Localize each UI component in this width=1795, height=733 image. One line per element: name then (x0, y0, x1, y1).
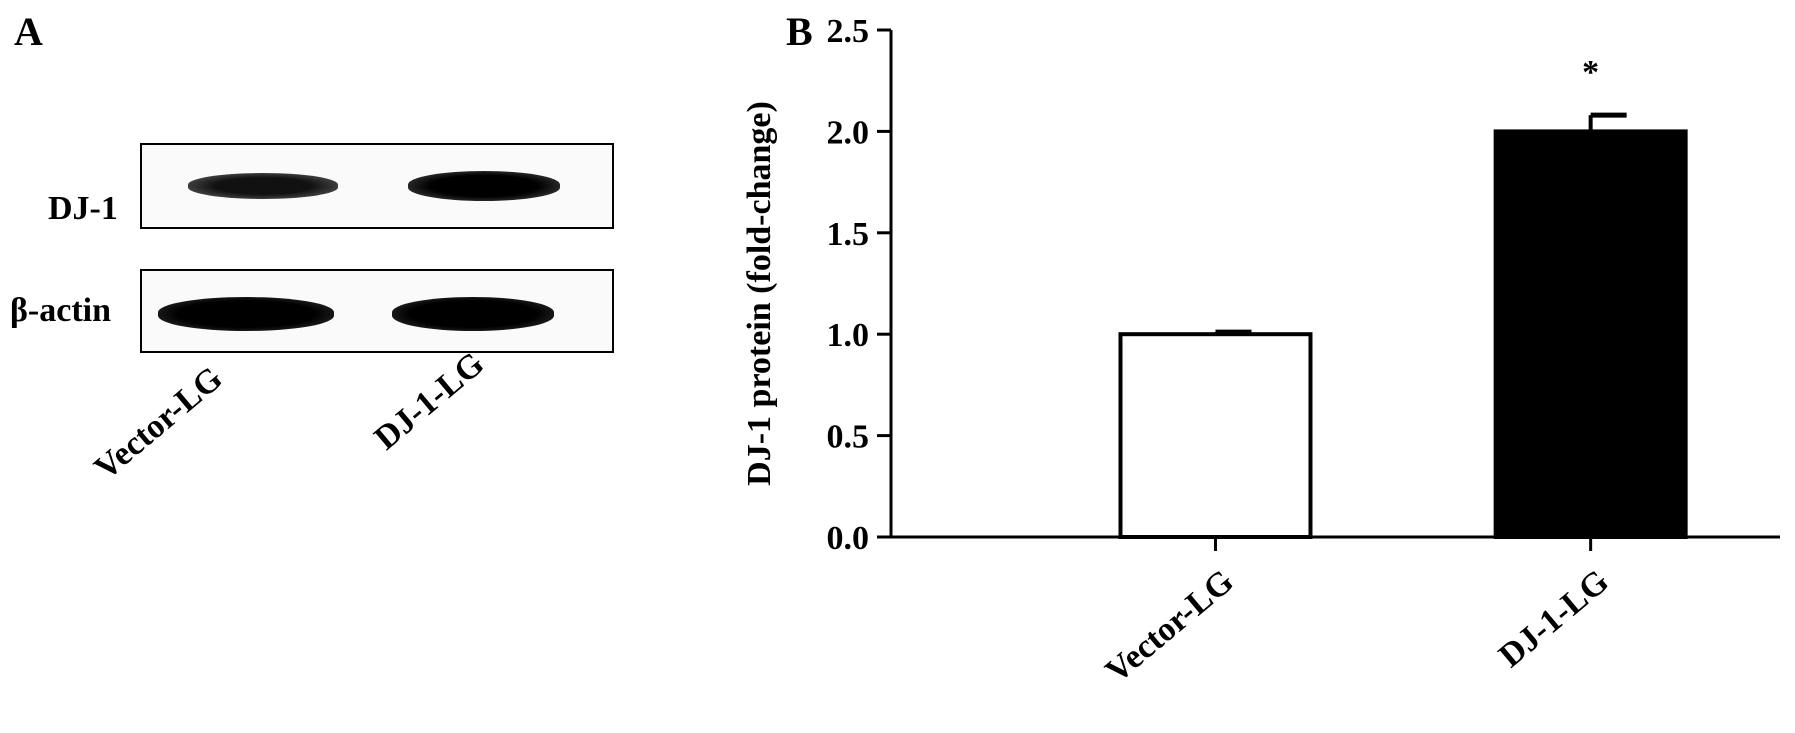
blot-band-actin-vector (158, 297, 334, 331)
y-tick-label: 1.5 (827, 216, 870, 253)
y-tick-label: 1.0 (827, 317, 870, 354)
panel-b-letter: B (786, 9, 813, 54)
x-tick-label: DJ-1-LG (1492, 563, 1616, 675)
y-tick-label: 2.0 (827, 114, 870, 151)
bar-dj-1-lg (1493, 129, 1688, 539)
significance-asterisk: * (1582, 54, 1599, 91)
blot-box-beta-actin (140, 269, 614, 353)
blot-band-actin-dj1lg (392, 297, 554, 331)
panel-a-letter: A (14, 9, 43, 54)
x-tick-label: Vector-LG (1099, 563, 1241, 690)
blot-box-dj1 (140, 143, 614, 229)
blot-band-dj1-vector (188, 173, 338, 199)
blot-row-label-dj1: DJ-1 (48, 190, 118, 227)
y-tick-label: 0.0 (827, 520, 870, 557)
y-ticks: 0.0 0.5 1.0 1.5 2.0 2.5 (827, 13, 891, 557)
y-axis-title: DJ-1 protein (fold-change) (741, 101, 778, 486)
y-tick-label: 2.5 (827, 13, 870, 50)
x-tick-labels: Vector-LG DJ-1-LG (1099, 537, 1616, 690)
y-tick-label: 0.5 (827, 419, 870, 456)
bars: * (1118, 54, 1688, 540)
bar-vector-lg (1118, 332, 1313, 540)
blot-row-label-beta-actin: β-actin (10, 292, 112, 329)
blot-band-dj1-dj1lg (408, 171, 560, 201)
